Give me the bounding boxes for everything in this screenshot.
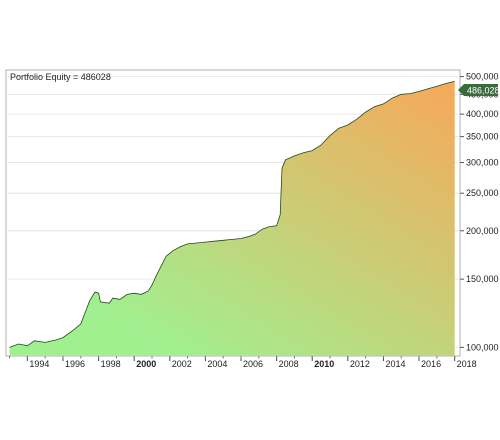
chart-title: Portfolio Equity = 486028 [10, 72, 111, 82]
x-axis: 1994 1996 1998 2000 2002 2004 2006 2008 2010 2012… [9, 356, 477, 369]
x-tick-label: 2010 [314, 359, 334, 369]
x-tick-label: 1996 [65, 359, 85, 369]
y-tick-label: 500,000 [466, 72, 499, 82]
y-tick-label: 100,000 [466, 342, 499, 352]
x-tick-label: 1994 [29, 359, 49, 369]
y-tick-label: 250,000 [466, 188, 499, 198]
x-tick-label: 2004 [207, 359, 227, 369]
x-tick-label: 2006 [243, 359, 263, 369]
x-tick-label: 2008 [279, 359, 299, 369]
x-tick-label: 2016 [421, 359, 441, 369]
y-tick-label: 400,000 [466, 109, 499, 119]
last-value-marker-shape [458, 84, 498, 96]
x-tick-label: 1998 [101, 359, 121, 369]
y-axis: 100,000 150,000 200,000 250,000 300,000 350,0… [460, 72, 499, 352]
x-tick-label: 2014 [385, 359, 405, 369]
x-tick-label: 2018 [457, 359, 477, 369]
y-tick-label: 350,000 [466, 132, 499, 142]
equity-line [9, 81, 455, 348]
y-tick-label: 150,000 [466, 274, 499, 284]
y-tick-label: 200,000 [466, 226, 499, 236]
x-tick-label: 2000 [136, 359, 156, 369]
last-value-label: 486,028 [467, 86, 500, 96]
x-tick-label: 2002 [172, 359, 192, 369]
equity-area [9, 81, 455, 356]
y-tick-label: 300,000 [466, 158, 499, 168]
last-value-marker: 486,028 [458, 84, 500, 96]
x-tick-label: 2012 [350, 359, 370, 369]
